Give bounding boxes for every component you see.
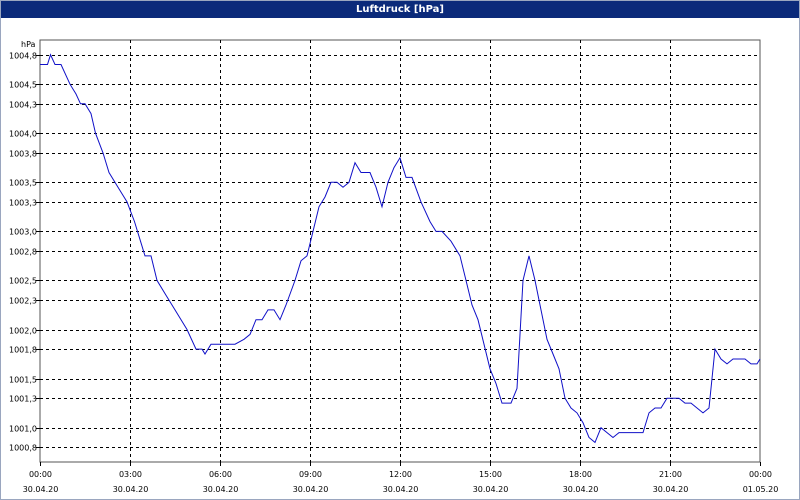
y-tick-label: 1002,3 [9,297,37,306]
x-tick-date-label: 30.04.20 [113,485,149,494]
x-tick-date-label: 30.04.20 [23,485,59,494]
x-tick-time-label: 18:00 [569,470,592,479]
y-tick-label: 1000,8 [9,444,37,453]
x-axis-ticks: 00:00 30.04.20 03:00 30.04.20 06:00 30.04.20 0… [23,462,779,494]
y-tick-label: 1002,5 [9,277,37,286]
y-tick-label: 1002,8 [9,248,37,257]
y-tick-label: 1002,0 [9,327,37,336]
grid-lines [40,40,760,462]
x-tick-time-label: 12:00 [389,470,412,479]
y-axis-ticks: 1000,8 1001,0 1001,3 1001,5 1001,8 1002,0 1002… [9,52,40,453]
x-tick-date-label: 30.04.20 [653,485,689,494]
y-tick-label: 1003,5 [9,179,37,188]
y-tick-label: 1003,8 [9,150,37,159]
y-tick-label: 1001,3 [9,395,37,404]
window-title: Luftdruck [hPa] [1,1,799,18]
y-tick-label: 1004,5 [9,81,37,90]
pressure-line [40,53,761,444]
y-tick-label: 1003,0 [9,228,37,237]
x-tick-time-label: 21:00 [659,470,682,479]
x-tick-date-label: 30.04.20 [203,485,239,494]
y-axis-unit: hPa [21,40,36,49]
x-tick-time-label: 09:00 [299,470,322,479]
x-tick-time-label: 00:00 [29,470,52,479]
x-tick-date-label: 01.05.20 [743,485,779,494]
x-tick-date-label: 30.04.20 [293,485,329,494]
x-tick-date-label: 30.04.20 [563,485,599,494]
y-tick-label: 1001,0 [9,425,37,434]
x-tick-date-label: 30.04.20 [473,485,509,494]
x-tick-time-label: 15:00 [479,470,502,479]
x-tick-time-label: 06:00 [209,470,232,479]
y-tick-label: 1003,3 [9,199,37,208]
x-tick-date-label: 30.04.20 [383,485,419,494]
y-tick-label: 1004,0 [9,130,37,139]
y-tick-label: 1001,8 [9,346,37,355]
y-tick-label: 1004,3 [9,101,37,110]
y-tick-label: 1004,8 [9,52,37,61]
x-tick-time-label: 03:00 [119,470,142,479]
y-tick-label: 1001,5 [9,376,37,385]
x-tick-time-label: 00:00 [749,470,772,479]
